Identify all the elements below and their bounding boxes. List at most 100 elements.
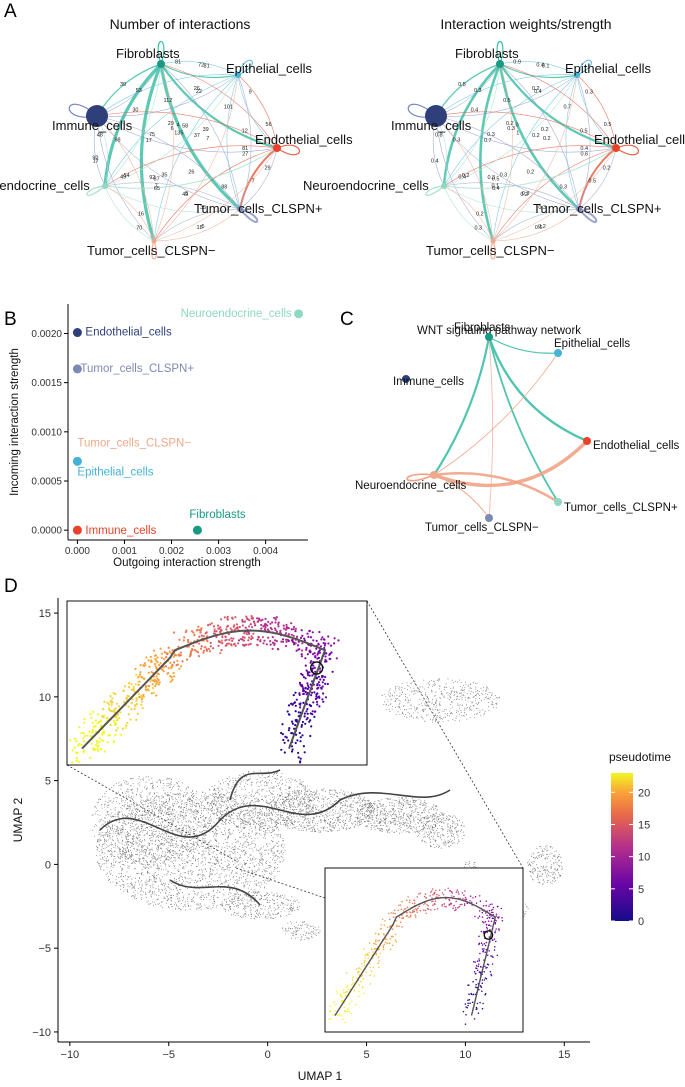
left-edge-label: 4 xyxy=(176,122,179,128)
y-tick-label: 15 xyxy=(39,608,51,620)
left-edge xyxy=(96,115,155,242)
x-tick-label: 0.002 xyxy=(159,546,184,557)
left-edge-label: 92 xyxy=(149,175,155,181)
left-edge-label: 39 xyxy=(203,127,209,133)
x-tick-label: 0.001 xyxy=(112,546,137,557)
left-edge-label: 53 xyxy=(136,88,142,94)
right-edge-label: 0.2 xyxy=(543,136,551,142)
left-node xyxy=(157,60,165,68)
right-edge xyxy=(499,63,617,150)
x-tick-label: 10 xyxy=(459,1049,471,1061)
x-tick-label: −10 xyxy=(61,1049,80,1061)
left-edge xyxy=(96,115,278,153)
left-self-loop xyxy=(237,59,254,76)
right-node xyxy=(574,72,580,78)
left-edge xyxy=(160,63,239,79)
left-edge xyxy=(153,63,174,242)
y-tick-label: −5 xyxy=(38,943,51,955)
right-node xyxy=(496,60,504,68)
right-node-label-1: Epithelial_cells xyxy=(565,61,651,76)
right-edge-label: 0.3 xyxy=(522,191,530,197)
wnt-edge xyxy=(487,336,588,443)
right-edge-label: 0.3 xyxy=(507,126,515,132)
right-edge xyxy=(492,208,580,242)
left-edge-label: 30 xyxy=(132,108,138,114)
right-edge xyxy=(576,74,617,149)
right-edge-label: 0.5 xyxy=(492,177,500,183)
left-edge xyxy=(153,208,241,242)
right-edge xyxy=(576,74,591,210)
left-node-label-3: Endothelial_cells xyxy=(255,132,353,147)
left-edge xyxy=(153,147,278,242)
left-edge-label: 9 xyxy=(249,90,252,96)
right-edge xyxy=(479,63,502,242)
left-edge-label: 49 xyxy=(120,175,126,181)
right-edge xyxy=(435,115,617,153)
right-node xyxy=(490,238,496,244)
right-edge-label: 0.3 xyxy=(487,132,495,138)
right-edge-label: 0.7 xyxy=(484,138,492,144)
y-tick-label: 0.0015 xyxy=(31,378,62,389)
panel-c-title: WNT signaling pathway network xyxy=(417,325,581,337)
wnt-node xyxy=(430,471,438,479)
left-edge-label: 88 xyxy=(221,184,227,190)
left-node xyxy=(235,72,241,78)
left-edge xyxy=(139,63,163,242)
right-node-label-2: Immune_cells xyxy=(391,118,472,133)
left-edge-label: 101 xyxy=(224,105,233,111)
right-edge xyxy=(492,74,578,242)
left-edge xyxy=(239,147,278,210)
left-edge-label: 29 xyxy=(168,121,174,127)
right-edge-label: 0.3 xyxy=(585,90,593,96)
right-edge xyxy=(435,115,580,210)
left-edge xyxy=(104,63,162,187)
left-edge-label: 39 xyxy=(120,82,126,88)
left-edge xyxy=(237,74,278,149)
wnt-node-label-2: Immune_cells xyxy=(393,376,464,388)
inset-trajectory xyxy=(81,629,327,750)
left-edge-label: 135 xyxy=(174,130,183,136)
right-self-loop xyxy=(576,59,593,76)
right-edge xyxy=(499,63,580,210)
right-edge-label: 0.4 xyxy=(431,158,439,164)
right-node-label-3: Endothelial_cells xyxy=(594,132,685,147)
y-tick-label: 0.0005 xyxy=(31,477,62,488)
left-edge xyxy=(153,147,278,242)
right-node xyxy=(576,206,582,212)
wnt-edge xyxy=(488,336,559,503)
right-edge-label: 0.2 xyxy=(532,133,540,139)
right-node xyxy=(441,183,447,189)
left-self-loop xyxy=(68,103,98,118)
right-node-label-0: Fibroblasts xyxy=(455,46,519,61)
wnt-node xyxy=(554,498,562,506)
right-edge xyxy=(435,74,578,117)
left-edge-label: 54 xyxy=(124,173,130,179)
scatter-point xyxy=(72,456,82,466)
left-edge xyxy=(96,115,241,210)
right-edge xyxy=(435,111,617,149)
left-edge xyxy=(104,185,155,242)
right-edge xyxy=(442,63,501,187)
right-edge xyxy=(578,147,617,210)
right-edge-label: 0.5 xyxy=(588,178,596,184)
left-edge-label: 35 xyxy=(200,205,206,211)
y-tick-label: −10 xyxy=(32,1027,51,1039)
right-edge xyxy=(492,147,617,242)
x-tick-label: −5 xyxy=(162,1049,175,1061)
right-node xyxy=(425,105,447,127)
left-edge xyxy=(153,74,239,242)
wnt-edge xyxy=(488,336,494,519)
left-edge xyxy=(160,61,239,76)
right-node-label-4: Neuroendocrine_cells xyxy=(303,178,429,193)
wnt-node xyxy=(402,375,410,383)
left-node xyxy=(86,105,108,127)
scatter-point-label: Fibroblasts xyxy=(189,509,245,521)
left-edge xyxy=(160,63,278,149)
left-edge-label: 22 xyxy=(196,89,202,95)
left-node-label-6: Tumor_cells_CLSPN− xyxy=(87,243,215,258)
left-edge-label: 112 xyxy=(164,98,173,104)
right-edge-label: 0.2 xyxy=(462,173,470,179)
wnt-network: Fibroblasts Epithelial_cells Immune_cells E… xyxy=(355,322,680,534)
inset-connector-lines xyxy=(66,600,524,899)
left-edge-label: 70 xyxy=(136,226,142,232)
